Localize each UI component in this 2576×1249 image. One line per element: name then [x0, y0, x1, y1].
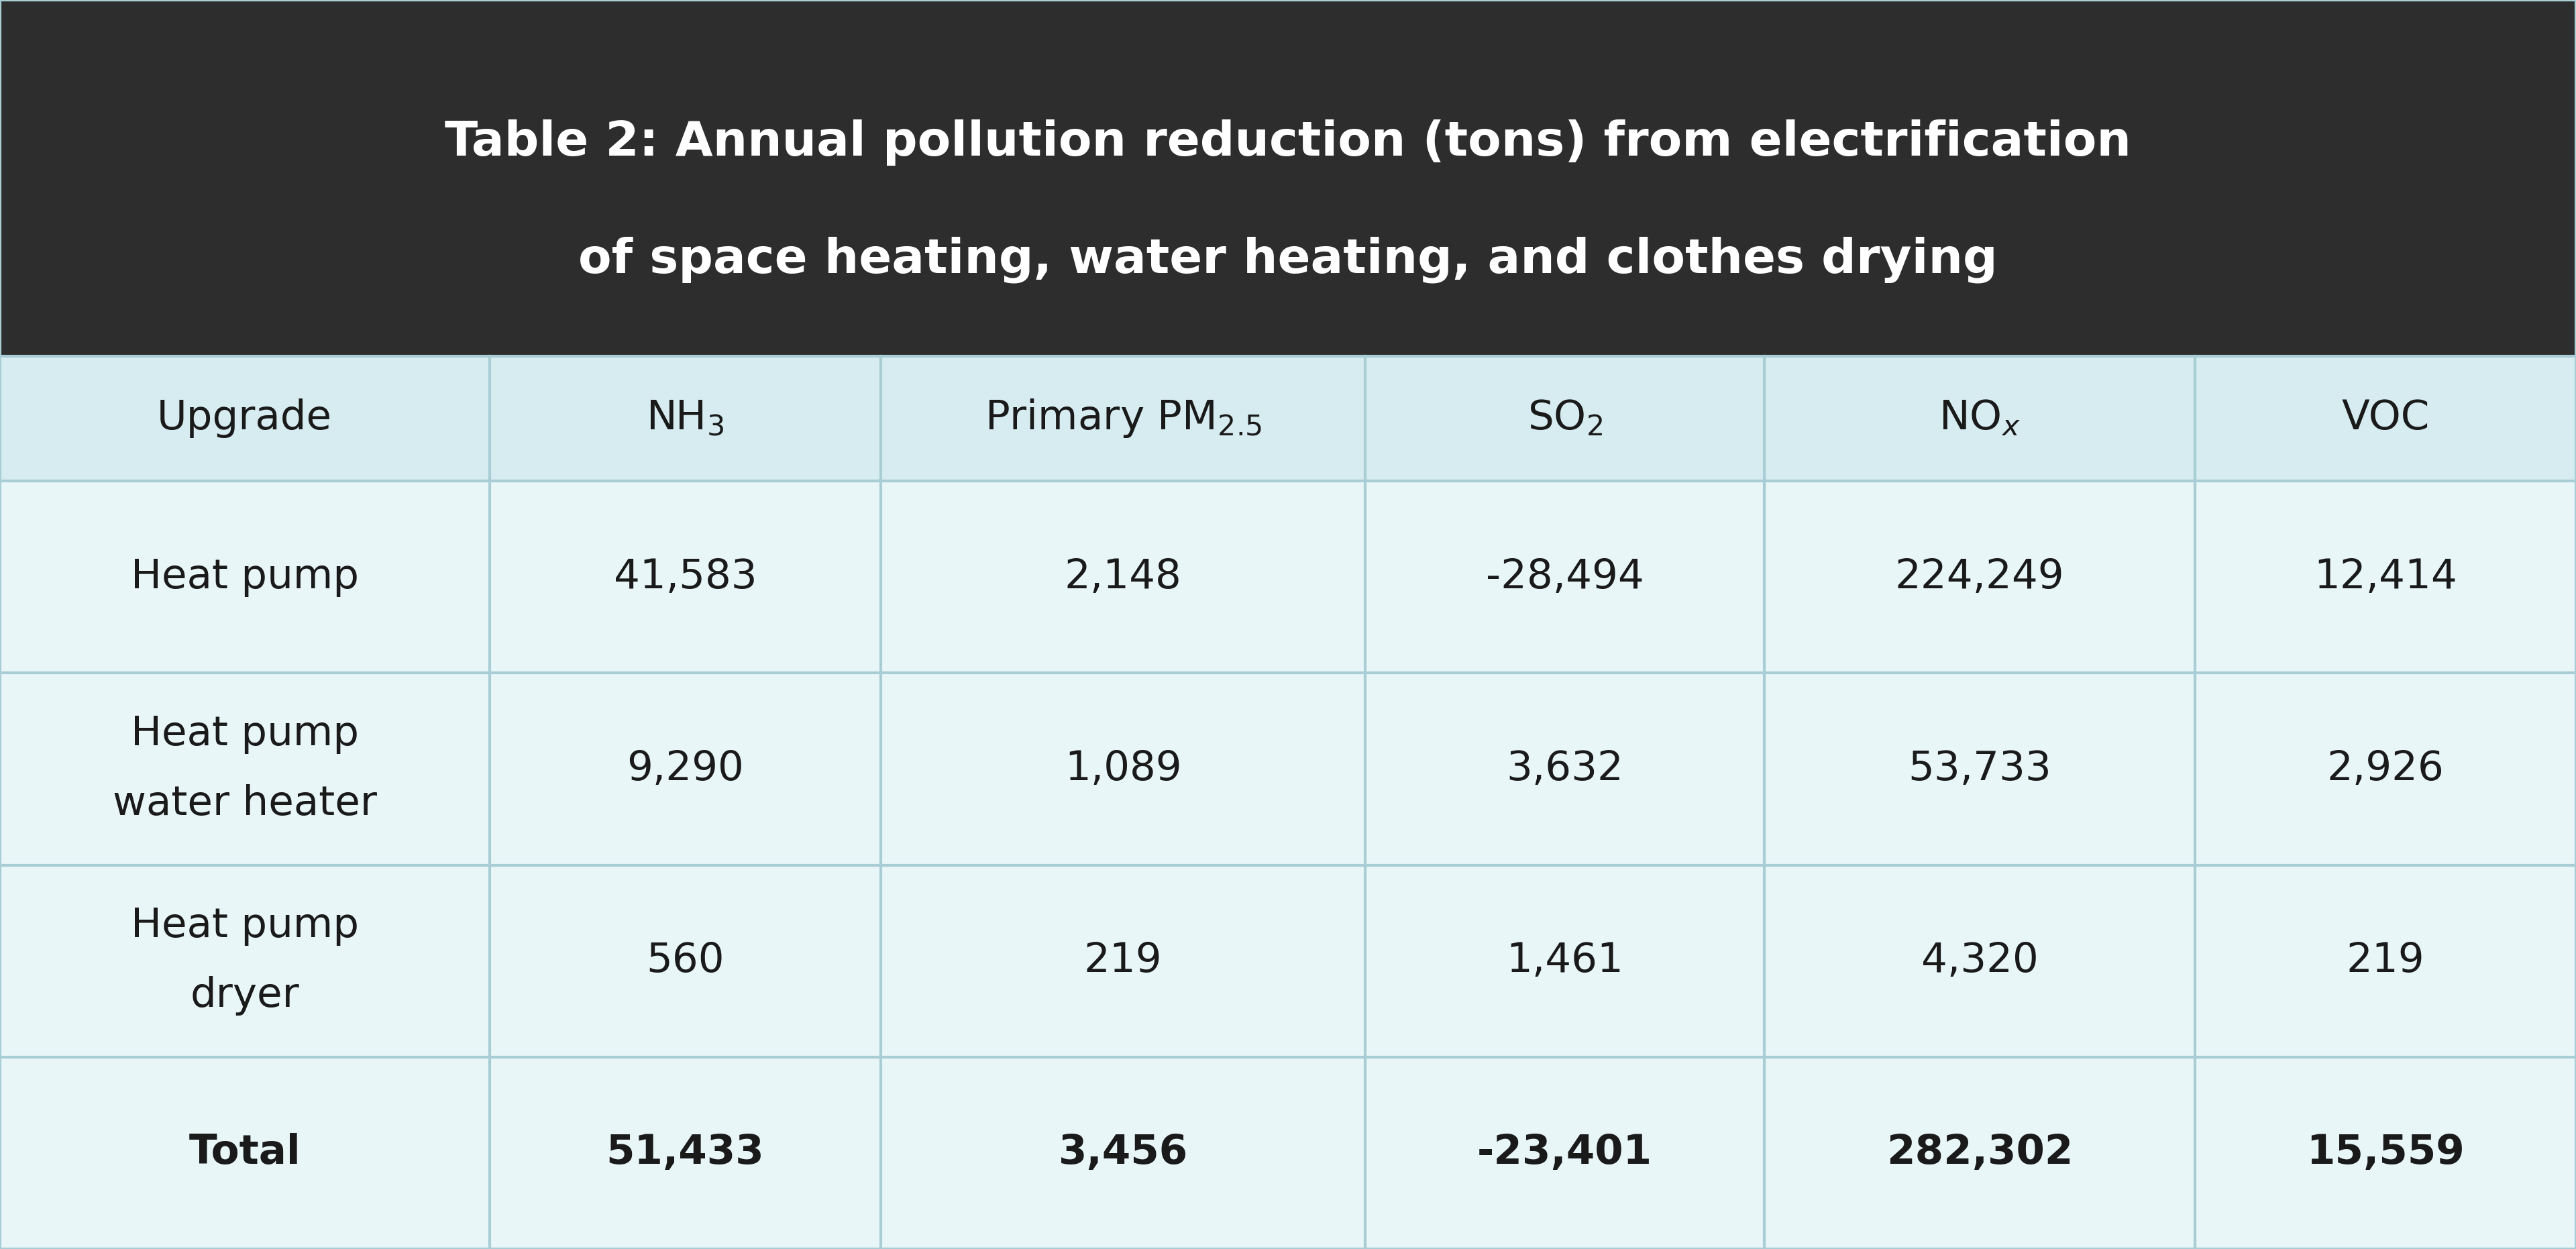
- Bar: [0, 866, 2576, 1057]
- Text: 9,290: 9,290: [626, 749, 744, 789]
- Text: Total: Total: [188, 1133, 301, 1173]
- Text: 3,632: 3,632: [1507, 749, 1623, 789]
- Text: 2,148: 2,148: [1064, 557, 1182, 597]
- Bar: [0, 356, 2576, 481]
- Bar: [0, 481, 2576, 673]
- Text: NO$_{x}$: NO$_{x}$: [1940, 398, 2020, 438]
- Text: 2,926: 2,926: [2326, 749, 2445, 789]
- Text: water heater: water heater: [113, 784, 376, 824]
- Text: Heat pump: Heat pump: [131, 907, 358, 945]
- Text: 224,249: 224,249: [1896, 557, 2063, 597]
- Text: NH$_{3}$: NH$_{3}$: [647, 398, 724, 438]
- Bar: [0, 0, 2576, 356]
- Text: 41,583: 41,583: [613, 557, 757, 597]
- Bar: [0, 1057, 2576, 1249]
- Text: dryer: dryer: [191, 977, 299, 1015]
- Text: Heat pump: Heat pump: [131, 557, 358, 597]
- Text: Table 2: Annual pollution reduction (tons) from electrification: Table 2: Annual pollution reduction (ton…: [446, 119, 2130, 166]
- Text: 219: 219: [1084, 942, 1162, 980]
- Text: 53,733: 53,733: [1909, 749, 2050, 789]
- Text: 4,320: 4,320: [1922, 942, 2038, 980]
- Text: 282,302: 282,302: [1886, 1133, 2074, 1173]
- Text: VOC: VOC: [2342, 398, 2429, 438]
- Text: 12,414: 12,414: [2313, 557, 2458, 597]
- Text: 560: 560: [647, 942, 724, 980]
- Text: 1,461: 1,461: [1507, 942, 1623, 980]
- Bar: [0, 673, 2576, 866]
- Text: -28,494: -28,494: [1486, 557, 1643, 597]
- Text: of space heating, water heating, and clothes drying: of space heating, water heating, and clo…: [580, 236, 1996, 284]
- Text: 219: 219: [2347, 942, 2424, 980]
- Text: Primary PM$_{2.5}$: Primary PM$_{2.5}$: [984, 397, 1262, 440]
- Text: 1,089: 1,089: [1064, 749, 1182, 789]
- Text: 15,559: 15,559: [2306, 1133, 2465, 1173]
- Text: -23,401: -23,401: [1476, 1133, 1654, 1173]
- Text: 51,433: 51,433: [605, 1133, 765, 1173]
- Text: Upgrade: Upgrade: [157, 398, 332, 438]
- Text: SO$_{2}$: SO$_{2}$: [1528, 398, 1602, 438]
- Text: Heat pump: Heat pump: [131, 714, 358, 754]
- Text: 3,456: 3,456: [1059, 1133, 1188, 1173]
